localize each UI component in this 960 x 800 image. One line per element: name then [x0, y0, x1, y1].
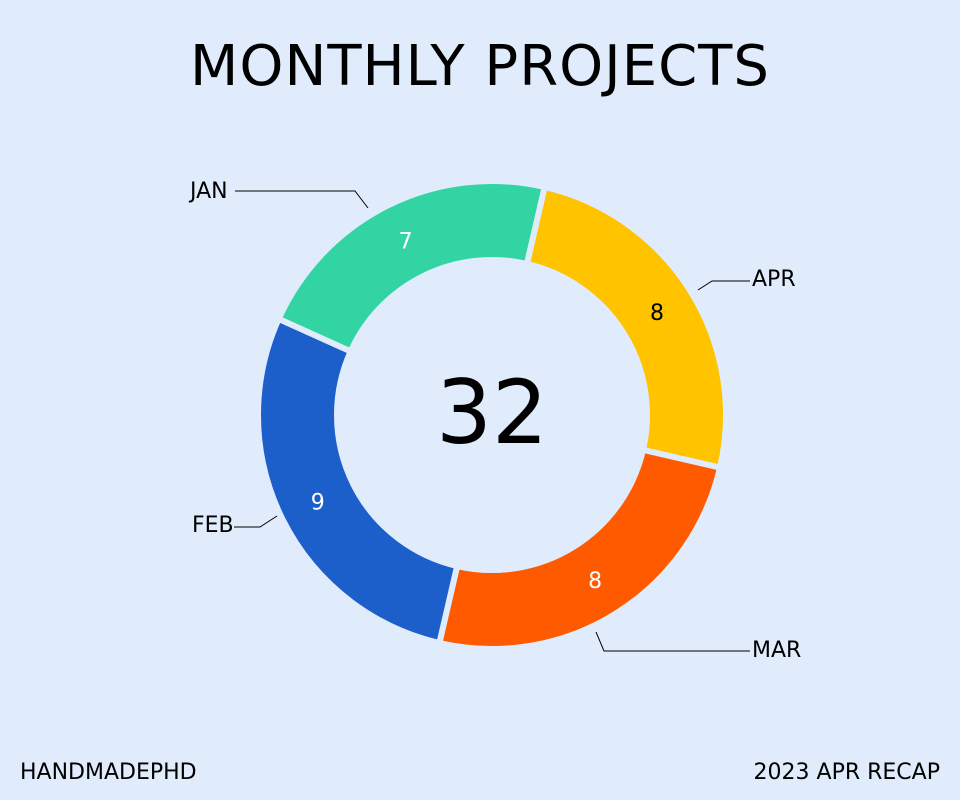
leader-line-mar [595, 631, 750, 652]
donut-slice-feb [274, 178, 549, 356]
leader-line-feb [234, 515, 278, 528]
donut-slice-mar [255, 314, 461, 647]
footer-caption: 2023 APR RECAP [753, 760, 940, 785]
donut-slice-jan [523, 183, 729, 472]
leader-line-jan [235, 190, 369, 209]
category-label-jan: JAN [188, 179, 228, 204]
leader-line-apr [697, 280, 750, 291]
footer-author: HANDMADEPHD [20, 760, 197, 785]
donut-slice-apr [435, 446, 724, 652]
value-label-feb: 7 [399, 230, 413, 255]
value-label-apr: 8 [588, 569, 602, 594]
value-label-mar: 9 [311, 490, 325, 515]
center-total-label: 32 [436, 361, 548, 464]
category-label-feb: FEB [192, 513, 234, 538]
value-label-jan: 8 [650, 301, 664, 326]
category-label-apr: APR [752, 267, 796, 292]
chart-title: MONTHLY PROJECTS [190, 34, 770, 99]
category-label-mar: MAR [752, 638, 801, 663]
